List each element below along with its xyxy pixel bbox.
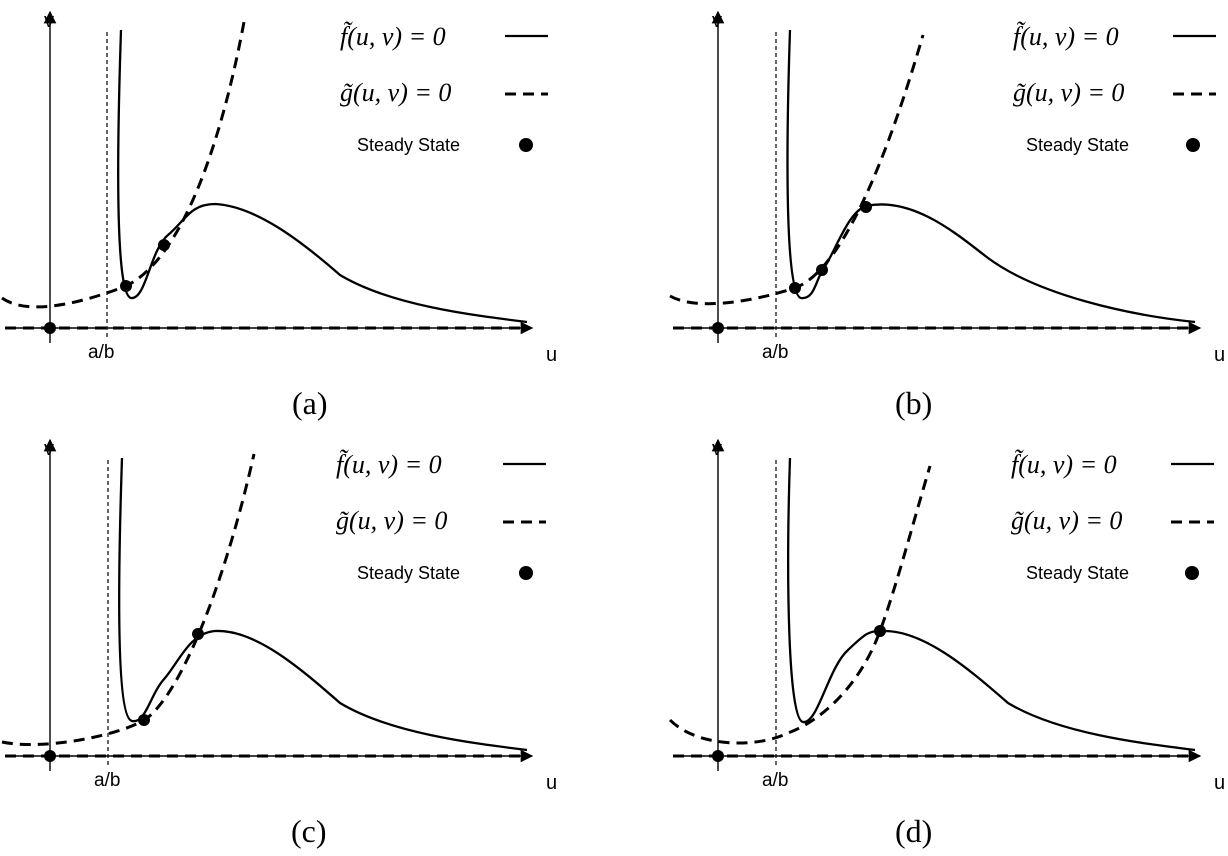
legend-steady-marker	[1186, 138, 1200, 152]
g-nullcline	[668, 465, 932, 745]
steady-state-point	[138, 714, 150, 726]
tick-label-a-over-b: a/b	[762, 342, 788, 363]
panel-caption: (b)	[895, 385, 932, 421]
steady-state-point	[120, 280, 132, 292]
y-axis-label: v	[44, 438, 54, 460]
legend-g-label: g̃(u, v) = 0	[1011, 506, 1122, 535]
y-axis-label: v	[712, 438, 722, 460]
f-nullcline	[118, 457, 528, 752]
steady-state-point	[874, 625, 886, 637]
legend: f̃(u, v) = 0 g̃(u, v) = 0 Steady State	[1011, 450, 1214, 583]
legend-f-label: f̃(u, v) = 0	[1011, 450, 1117, 479]
steady-state-point	[712, 322, 724, 334]
steady-state-point	[192, 628, 204, 640]
steady-state-point	[44, 750, 56, 762]
legend-steady-label: Steady State	[1026, 135, 1129, 155]
legend-steady-marker	[519, 566, 533, 580]
legend-steady-label: Steady State	[1026, 563, 1129, 583]
legend: f̃(u, v) = 0 g̃(u, v) = 0 Steady State	[340, 22, 548, 155]
legend-steady-label: Steady State	[357, 563, 460, 583]
panel-caption: (d)	[895, 813, 932, 849]
g-nullcline	[1, 21, 246, 309]
steady-state-point	[816, 264, 828, 276]
legend-f-label: f̃(u, v) = 0	[336, 450, 442, 479]
x-axis-label: u	[1214, 344, 1225, 366]
tick-label-a-over-b: a/b	[762, 770, 788, 791]
legend-g-label: g̃(u, v) = 0	[340, 78, 451, 107]
steady-state-point	[44, 322, 56, 334]
steady-state-point	[860, 201, 872, 213]
panel-caption: (a)	[292, 385, 328, 421]
steady-state-point	[789, 282, 801, 294]
x-axis-label: u	[546, 772, 557, 794]
panel-b: v u a/b f̃(u, v) = 0 g̃(u, v) = 0 Steady…	[669, 10, 1225, 421]
x-axis-label: u	[1214, 772, 1225, 794]
steady-state-point	[158, 239, 170, 251]
legend-g-label: g̃(u, v) = 0	[1013, 78, 1124, 107]
panel-d: v u a/b f̃(u, v) = 0 g̃(u, v) = 0 Steady…	[668, 438, 1225, 849]
tick-label-a-over-b: a/b	[88, 342, 114, 363]
legend-f-label: f̃(u, v) = 0	[1013, 22, 1119, 51]
tick-label-a-over-b: a/b	[94, 770, 120, 791]
legend: f̃(u, v) = 0 g̃(u, v) = 0 Steady State	[336, 450, 546, 583]
legend-steady-label: Steady State	[357, 135, 460, 155]
legend-g-label: g̃(u, v) = 0	[336, 506, 447, 535]
panel-caption: (c)	[291, 813, 327, 849]
y-axis-label: v	[44, 10, 54, 32]
f-nullcline	[786, 29, 1196, 324]
x-axis-label: u	[546, 344, 557, 366]
legend: f̃(u, v) = 0 g̃(u, v) = 0 Steady State	[1013, 22, 1216, 155]
g-nullcline	[1, 453, 256, 747]
steady-state-point	[712, 750, 724, 762]
y-axis-label: v	[712, 10, 722, 32]
panel-a: v u a/b f̃(u, v) = 0 g̃(u, v) = 0 Steady…	[1, 10, 557, 421]
panel-c: v u a/b f̃(u, v) = 0 g̃(u, v) = 0 Steady…	[1, 438, 557, 849]
g-nullcline	[669, 34, 925, 306]
f-nullcline	[117, 29, 528, 324]
legend-f-label: f̃(u, v) = 0	[340, 22, 446, 51]
legend-steady-marker	[1185, 566, 1199, 580]
f-nullcline	[787, 457, 1196, 752]
legend-steady-marker	[519, 138, 533, 152]
